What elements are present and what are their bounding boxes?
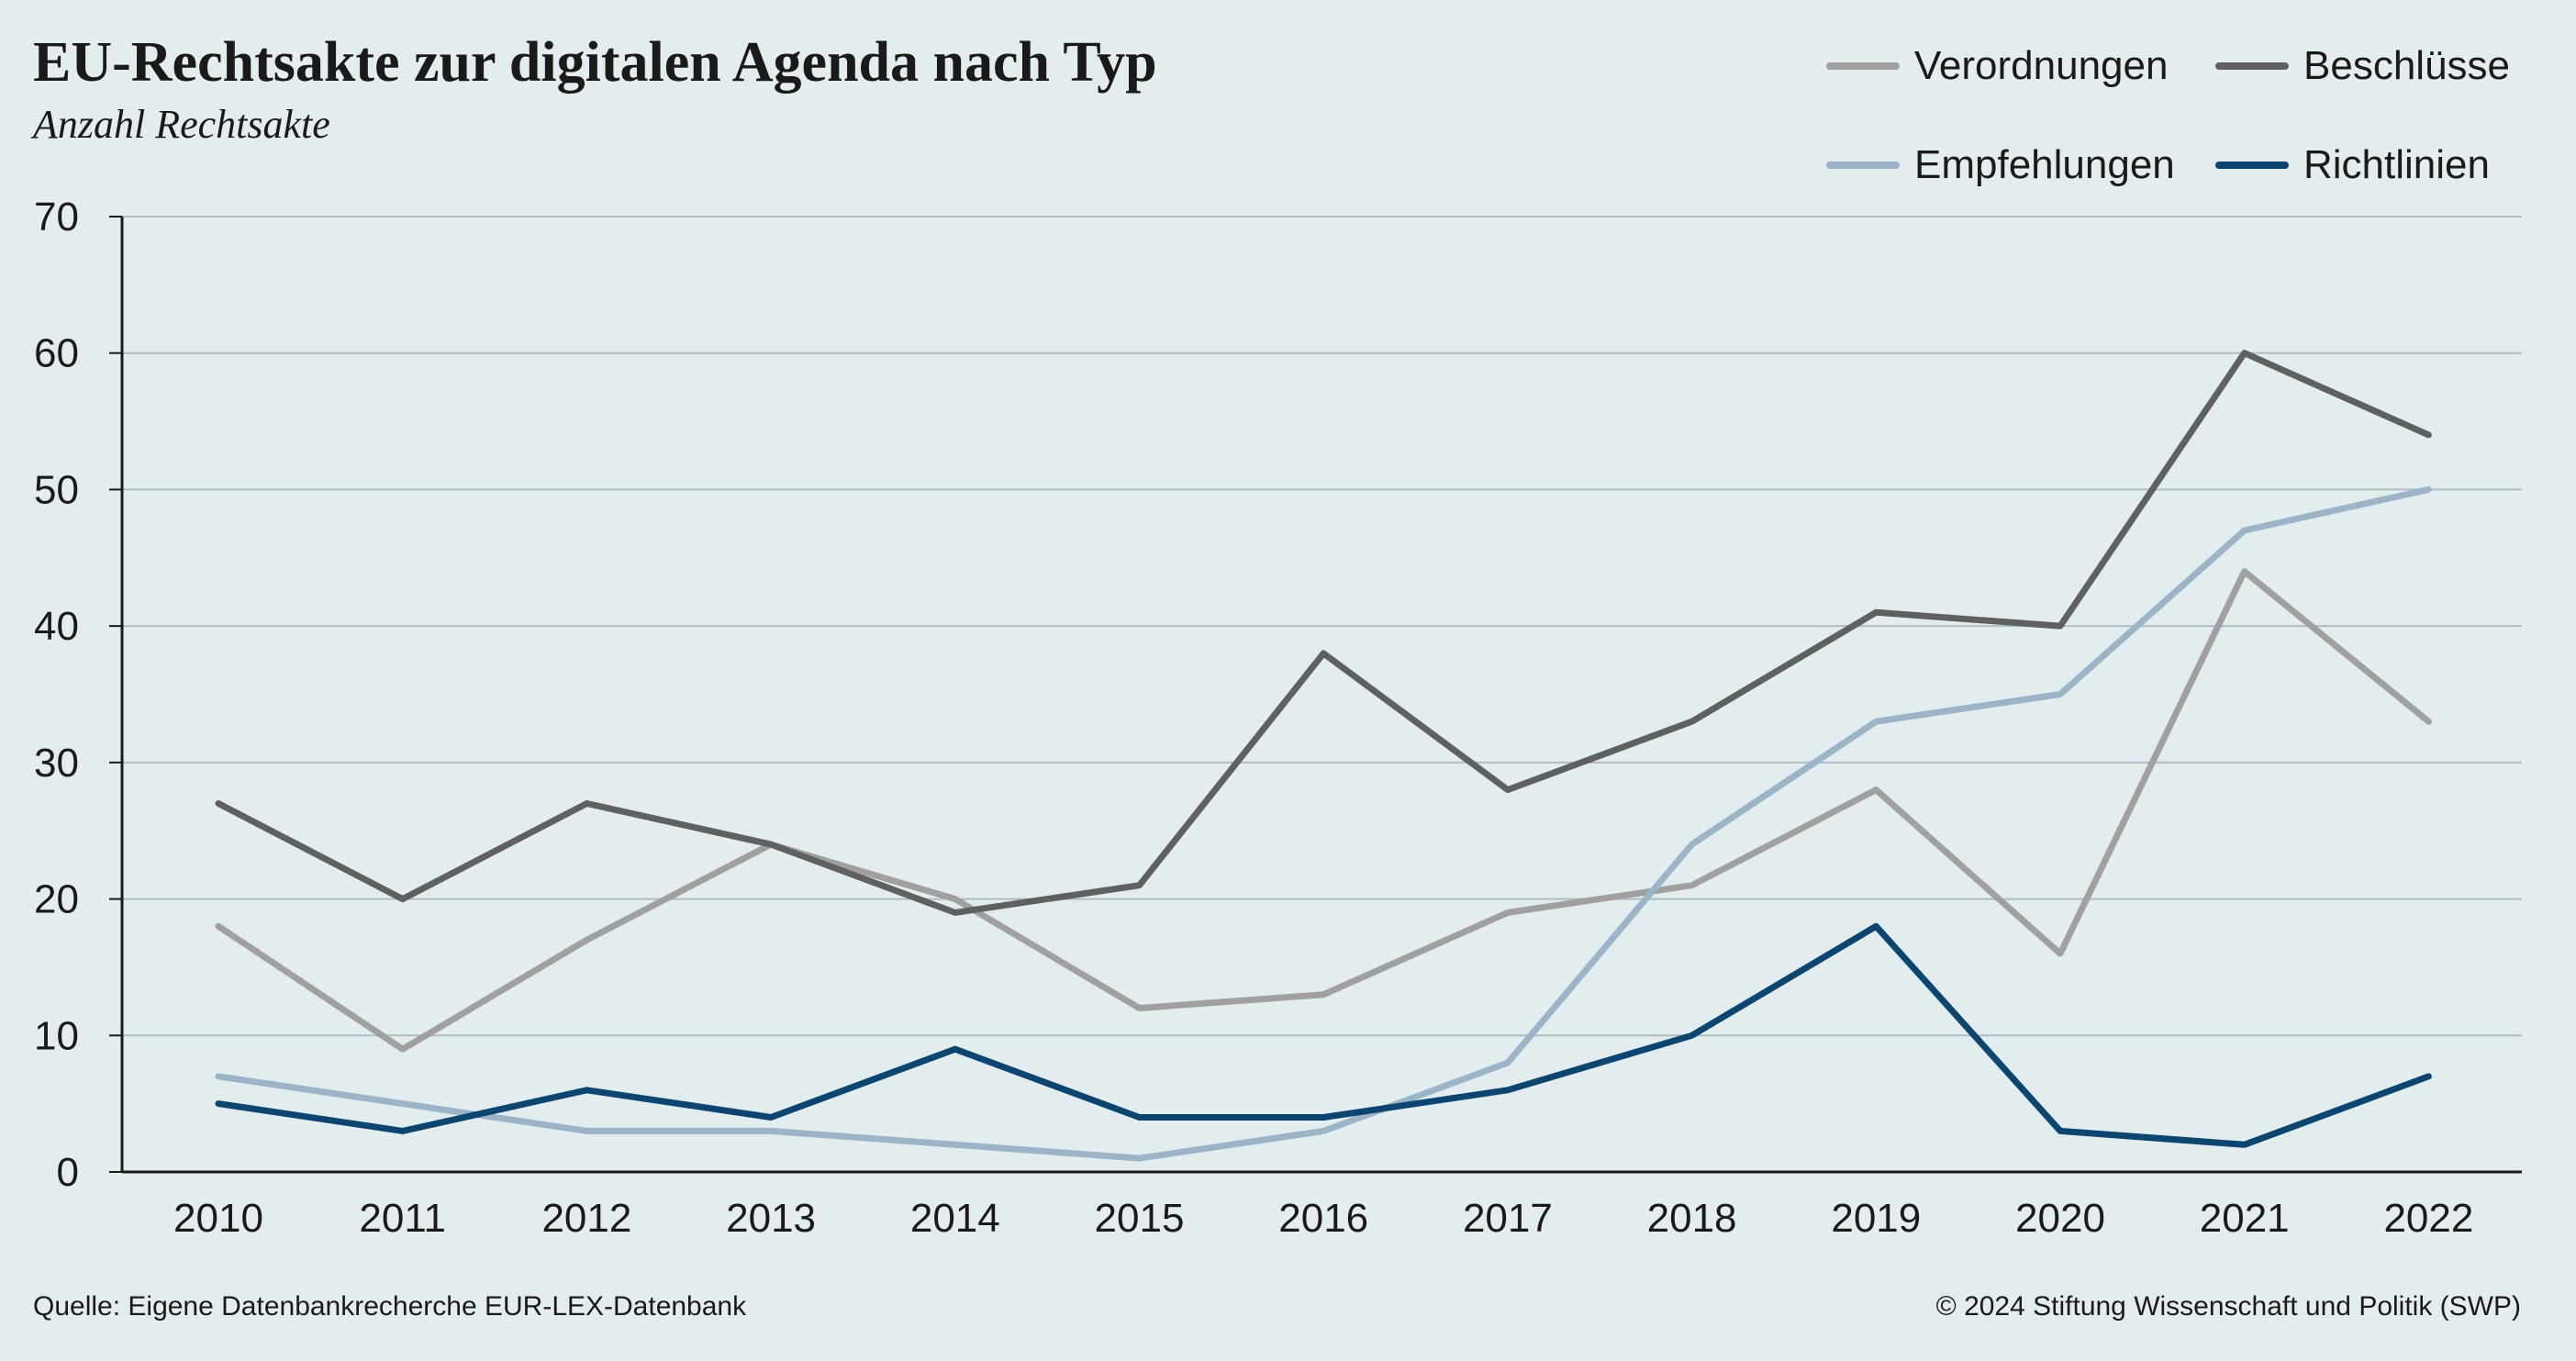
x-tick-label: 2022 <box>2383 1196 2473 1241</box>
x-tick-labels: 2010 2011 2012 2013 2014 2015 2016 2017 2018 2019… <box>173 1196 2473 1241</box>
y-tick-labels: 0 10 20 30 40 50 60 70 <box>34 195 122 1195</box>
y-tick-label: 20 <box>34 877 79 922</box>
x-tick-label: 2011 <box>359 1196 446 1241</box>
chart-subtitle: Anzahl Rechtsakte <box>33 102 330 147</box>
series-lines <box>215 350 2432 1162</box>
x-tick-label: 2012 <box>541 1196 631 1241</box>
legend-swatch-verordnungen <box>1826 62 1900 70</box>
legend-swatch-empfehlungen <box>1826 162 1900 169</box>
x-tick-label: 2020 <box>2015 1196 2105 1241</box>
legend-label-beschluesse: Beschlüsse <box>2303 43 2511 88</box>
series-line-verordnungen <box>215 568 2432 1053</box>
x-tick-label: 2019 <box>1831 1196 1921 1241</box>
legend-item-beschluesse: Beschlüsse <box>2215 39 2510 94</box>
axes <box>120 217 2522 1174</box>
legend-item-verordnungen: Verordnungen <box>1826 39 2168 94</box>
legend-item-richtlinien: Richtlinien <box>2215 138 2490 193</box>
y-tick-label: 30 <box>34 741 79 786</box>
x-tick-label: 2017 <box>1463 1196 1553 1241</box>
chart-title: EU-Rechtsakte zur digitalen Agenda nach … <box>33 31 1157 94</box>
series-line-empfehlungen <box>215 485 2432 1162</box>
legend-label-verordnungen: Verordnungen <box>1914 43 2169 88</box>
x-tick-label: 2015 <box>1095 1196 1185 1241</box>
x-tick-label: 2014 <box>910 1196 1000 1241</box>
y-tick-label: 0 <box>57 1150 79 1195</box>
y-tick-label: 70 <box>34 195 79 240</box>
y-tick-label: 50 <box>34 467 79 512</box>
series-line-richtlinien <box>215 922 2432 1148</box>
x-tick-label: 2018 <box>1647 1196 1737 1241</box>
x-tick-label: 2016 <box>1278 1196 1368 1241</box>
x-tick-label: 2010 <box>173 1196 263 1241</box>
legend-label-empfehlungen: Empfehlungen <box>1914 142 2175 187</box>
y-tick-label: 40 <box>34 604 79 649</box>
x-tick-label: 2013 <box>726 1196 816 1241</box>
y-tick-label: 60 <box>34 331 79 376</box>
x-tick-label: 2021 <box>2200 1196 2290 1241</box>
series-line-beschluesse <box>215 350 2432 916</box>
source-note: Quelle: Eigene Datenbankrecherche EUR-LE… <box>33 1291 747 1322</box>
legend-swatch-richtlinien <box>2215 162 2289 169</box>
copyright-note: © 2024 Stiftung Wissenschaft und Politik… <box>1935 1291 2521 1322</box>
legend-swatch-beschluesse <box>2215 62 2289 70</box>
legend-label-richtlinien: Richtlinien <box>2303 142 2490 187</box>
y-tick-label: 10 <box>34 1013 79 1058</box>
gridlines <box>122 216 2522 1037</box>
legend-item-empfehlungen: Empfehlungen <box>1826 138 2175 193</box>
